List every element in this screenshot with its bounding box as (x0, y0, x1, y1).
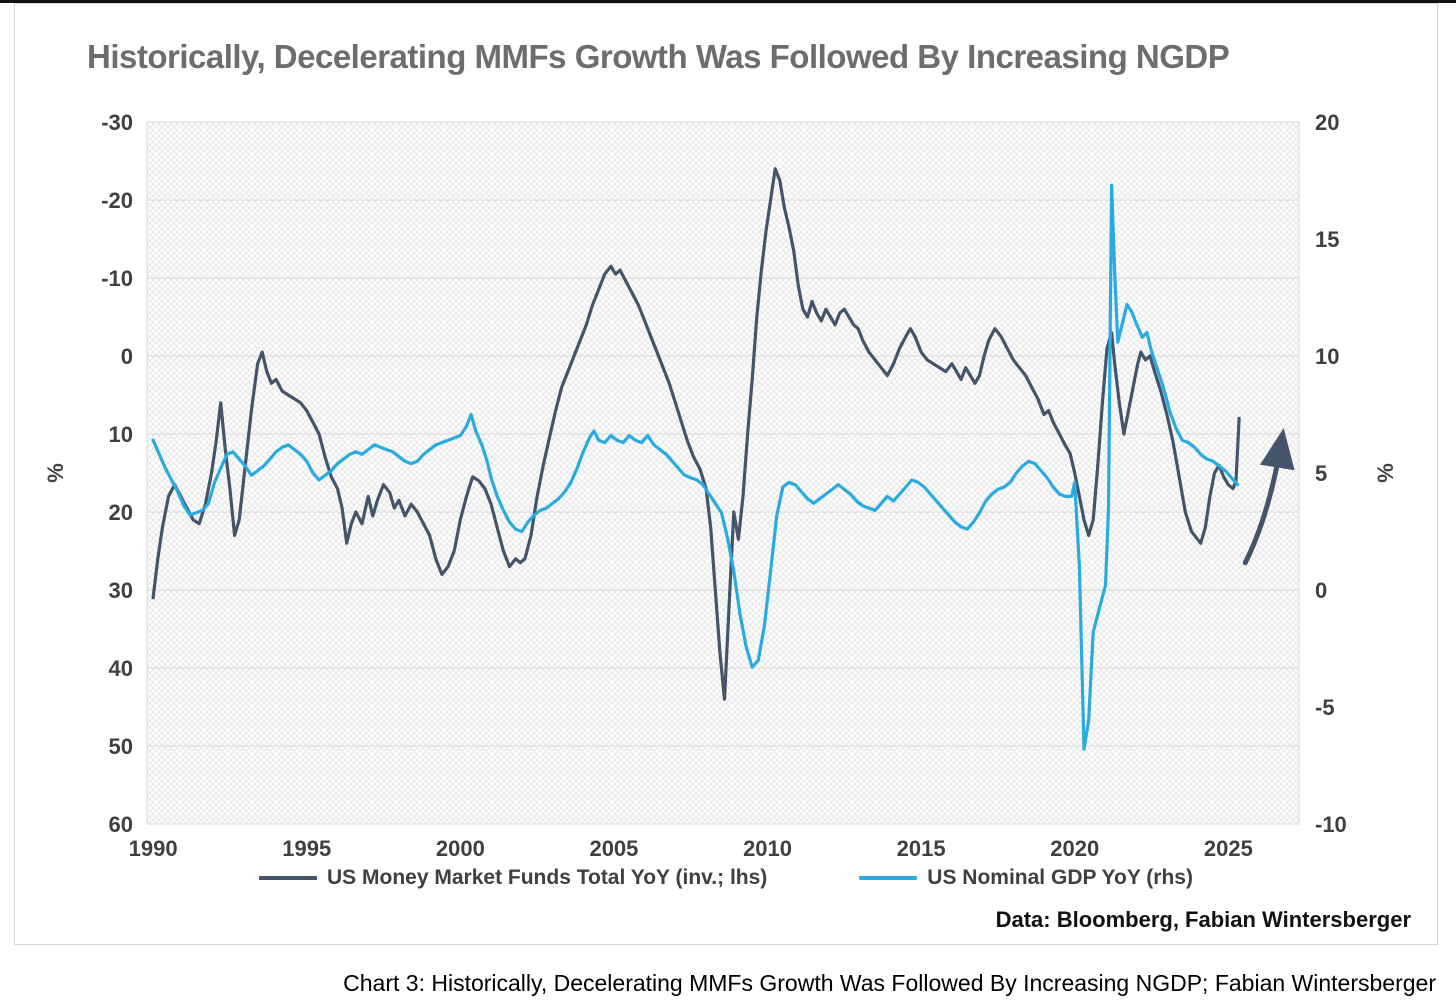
chart-card: Historically, Decelerating MMFs Growth W… (14, 3, 1438, 945)
svg-text:2025: 2025 (1204, 836, 1253, 861)
x-axis-ticks: 1990 1995 2000 2005 2010 2015 2020 2025 (129, 836, 1253, 861)
svg-text:2005: 2005 (589, 836, 638, 861)
svg-text:2015: 2015 (897, 836, 946, 861)
svg-text:15: 15 (1315, 227, 1339, 252)
svg-text:1990: 1990 (129, 836, 178, 861)
svg-text:50: 50 (109, 734, 133, 759)
left-axis-ticks: -30 -20 -10 0 10 20 30 40 50 60 (101, 110, 133, 837)
right-axis-title: % (1373, 463, 1398, 483)
svg-text:20: 20 (109, 500, 133, 525)
svg-text:-10: -10 (1315, 812, 1347, 837)
ngdp-line-swatch (859, 876, 918, 880)
right-axis-ticks: 20 15 10 5 0 -5 -10 (1315, 110, 1347, 837)
svg-text:2020: 2020 (1050, 836, 1099, 861)
svg-text:10: 10 (109, 422, 133, 447)
svg-text:-30: -30 (101, 110, 133, 135)
svg-text:-5: -5 (1315, 695, 1335, 720)
svg-text:0: 0 (1315, 578, 1327, 603)
svg-text:2010: 2010 (743, 836, 792, 861)
svg-text:-20: -20 (101, 188, 133, 213)
svg-text:20: 20 (1315, 110, 1339, 135)
legend-item-mmf: US Money Market Funds Total YoY (inv.; l… (259, 866, 767, 890)
left-axis-title: % (43, 463, 68, 483)
svg-text:40: 40 (109, 656, 133, 681)
chart-legend: US Money Market Funds Total YoY (inv.; l… (15, 866, 1437, 890)
legend-label-ngdp: US Nominal GDP YoY (rhs) (927, 866, 1193, 889)
plot-background (147, 122, 1299, 824)
chart-title: Historically, Decelerating MMFs Growth W… (87, 38, 1230, 75)
plot-border (146, 121, 1300, 825)
series-lines (151, 167, 1241, 751)
figure-caption: Chart 3: Historically, Decelerating MMFs… (343, 970, 1436, 996)
top-border-rule (0, 0, 1456, 3)
svg-text:10: 10 (1315, 344, 1339, 369)
series-line-1 (151, 183, 1240, 751)
legend-item-ngdp: US Nominal GDP YoY (rhs) (859, 866, 1193, 890)
svg-text:60: 60 (109, 812, 133, 837)
svg-text:1995: 1995 (282, 836, 331, 861)
svg-text:-10: -10 (101, 266, 133, 291)
svg-text:2000: 2000 (436, 836, 485, 861)
legend-label-mmf: US Money Market Funds Total YoY (inv.; l… (327, 866, 768, 889)
svg-text:0: 0 (121, 344, 133, 369)
svg-text:5: 5 (1315, 461, 1327, 486)
mmf-line-swatch (259, 876, 318, 880)
data-source-credit: Data: Bloomberg, Fabian Wintersberger (995, 907, 1411, 932)
svg-text:30: 30 (109, 578, 133, 603)
projection-arrow (1242, 428, 1295, 566)
